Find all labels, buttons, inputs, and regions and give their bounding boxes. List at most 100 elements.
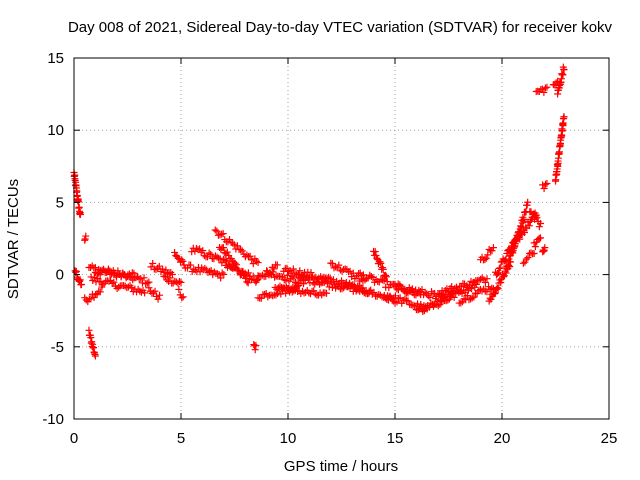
data-point — [421, 288, 429, 296]
data-point — [110, 278, 118, 286]
data-point — [352, 287, 360, 295]
data-point — [540, 88, 548, 96]
data-point — [491, 290, 499, 298]
data-point — [493, 269, 501, 277]
data-point — [141, 289, 149, 297]
data-point — [252, 257, 260, 265]
data-point — [269, 268, 277, 276]
data-point — [107, 276, 115, 284]
data-point — [127, 273, 135, 281]
data-point — [142, 280, 150, 288]
data-point — [300, 280, 308, 288]
data-point — [560, 113, 568, 121]
data-point — [371, 248, 379, 256]
data-point — [349, 281, 357, 289]
data-point — [420, 307, 428, 315]
data-point — [166, 274, 174, 282]
data-point — [218, 269, 226, 277]
data-point — [540, 185, 548, 193]
data-point — [96, 288, 104, 296]
data-point — [453, 283, 461, 291]
data-point — [499, 273, 507, 281]
data-point — [230, 241, 238, 249]
data-point — [467, 277, 475, 285]
data-point — [525, 222, 533, 230]
data-point — [543, 179, 551, 187]
data-point — [178, 256, 186, 264]
data-point — [165, 269, 173, 277]
data-point — [483, 275, 491, 283]
data-point — [128, 284, 136, 292]
data-point — [308, 273, 316, 281]
data-point — [469, 281, 477, 289]
data-point — [458, 290, 466, 298]
data-point — [124, 283, 132, 291]
data-point — [97, 278, 105, 286]
data-point — [482, 254, 490, 262]
data-point — [440, 290, 448, 298]
data-point — [363, 275, 371, 283]
data-point — [524, 198, 532, 206]
y-tick-label: 0 — [56, 267, 64, 284]
data-point — [359, 271, 367, 279]
data-point — [426, 293, 434, 301]
data-point — [481, 256, 489, 264]
data-point — [357, 284, 365, 292]
data-point — [201, 264, 209, 272]
data-point — [425, 303, 433, 311]
data-point — [151, 287, 159, 295]
data-point — [221, 256, 229, 264]
data-point — [197, 248, 205, 256]
data-point — [289, 283, 297, 291]
data-point — [376, 258, 384, 266]
data-point — [521, 258, 529, 266]
data-point — [175, 277, 183, 285]
data-point — [522, 255, 530, 263]
data-point — [217, 274, 225, 282]
data-point — [89, 277, 97, 285]
data-point — [533, 214, 541, 222]
data-point — [82, 296, 90, 304]
data-point — [296, 274, 304, 282]
data-point — [213, 227, 221, 235]
data-point — [394, 280, 402, 288]
data-point — [436, 301, 444, 309]
data-point — [171, 248, 179, 256]
data-point — [87, 295, 95, 303]
data-point — [219, 255, 227, 263]
data-point — [422, 303, 430, 311]
data-point — [524, 254, 532, 262]
data-point — [177, 278, 185, 286]
data-point — [271, 273, 279, 281]
data-point — [496, 264, 504, 272]
data-point — [538, 85, 546, 93]
data-point — [207, 266, 215, 274]
data-point — [378, 276, 386, 284]
data-point — [244, 269, 252, 277]
data-point — [304, 275, 312, 283]
data-point — [531, 243, 539, 251]
grid-lines — [74, 58, 609, 419]
data-point — [419, 307, 427, 315]
y-tick-label: -5 — [51, 339, 64, 356]
data-point — [527, 249, 535, 257]
data-point — [504, 261, 512, 269]
data-point — [178, 294, 186, 302]
x-axis-label: GPS time / hours — [284, 458, 398, 475]
y-tick-label: 5 — [56, 194, 64, 211]
data-point — [541, 244, 549, 252]
plot-frame — [73, 57, 610, 420]
data-point — [283, 271, 291, 279]
data-point — [272, 291, 280, 299]
data-point — [468, 285, 476, 293]
data-point — [501, 256, 509, 264]
data-point — [470, 293, 478, 301]
data-point — [295, 271, 303, 279]
data-point — [335, 261, 343, 269]
data-point — [495, 264, 503, 272]
data-point — [156, 291, 164, 299]
data-point — [107, 270, 115, 278]
data-point — [382, 273, 390, 281]
data-point — [199, 247, 207, 255]
data-point — [517, 223, 525, 231]
